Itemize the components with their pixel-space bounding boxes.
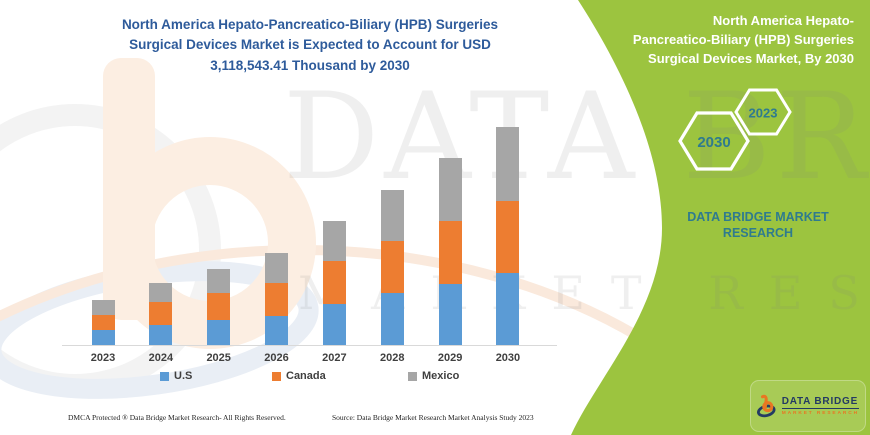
bar-segment-mexico-2025 <box>207 269 231 293</box>
chart-title: North America Hepato-Pancreatico-Biliary… <box>70 15 550 76</box>
footer-copyright: DMCA Protected ® Data Bridge Market Rese… <box>68 413 286 422</box>
logo-tagline: MARKET RESEARCH <box>781 411 859 416</box>
x-axis-label-2025: 2025 <box>206 352 231 364</box>
x-axis-label-2026: 2026 <box>264 352 289 364</box>
bar-segment-canada-2027 <box>322 260 346 304</box>
x-axis-label-2029: 2029 <box>437 352 463 364</box>
chart-title-line-1: North America Hepato-Pancreatico-Biliary… <box>121 17 499 32</box>
x-axis-label-2028: 2028 <box>380 352 405 364</box>
bar-segment-canada-2030 <box>496 201 520 273</box>
logo-name: DATA BRIDGE <box>781 396 859 409</box>
legend-swatch-icon <box>160 371 169 381</box>
bar-segment-us-2027 <box>322 303 346 345</box>
bar-segment-mexico-2026 <box>265 253 289 283</box>
bar-segment-us-2029 <box>438 283 462 345</box>
brand-heading-line-2: RESEARCH <box>722 225 794 240</box>
legend-swatch-icon <box>272 371 281 381</box>
bar-segment-us-2028 <box>380 293 404 345</box>
logo-text-block: DATA BRIDGE MARKET RESEARCH <box>781 396 859 416</box>
x-axis-label-2030: 2030 <box>495 352 521 364</box>
company-logo: DATA BRIDGE MARKET RESEARCH <box>750 380 866 432</box>
legend-label: Canada <box>286 370 326 382</box>
panel-title-line-1: North America Hepato- <box>712 13 854 28</box>
panel-title-line-2: Pancreatico-Biliary (HPB) Surgeries <box>632 31 854 47</box>
bar-segment-mexico-2024 <box>149 283 173 303</box>
x-axis-label-2023: 2023 <box>90 352 116 364</box>
legend-label: U.S <box>174 370 193 382</box>
bar-segment-mexico-2029 <box>438 158 462 221</box>
panel-title-line-3: Surgical Devices Market, By 2030 <box>648 50 854 66</box>
bar-segment-canada-2023 <box>91 314 115 330</box>
bar-segment-mexico-2028 <box>380 190 404 241</box>
bar-segment-us-2025 <box>207 319 231 345</box>
chart-title-line-3: 3,118,543.41 Thousand by 2030 <box>210 57 410 73</box>
legend-item-us: U.S <box>160 370 192 382</box>
bar-segment-us-2030 <box>496 273 520 345</box>
green-panel-path <box>571 0 870 435</box>
x-axis-line <box>62 345 557 346</box>
legend-label: Mexico <box>422 370 460 382</box>
legend-item-mexico: Mexico <box>408 370 459 382</box>
brand-heading-line-1: DATA BRIDGE MARKET <box>687 210 829 224</box>
bar-segment-canada-2024 <box>149 302 173 326</box>
logo-b-icon <box>757 394 776 418</box>
legend-swatch-icon <box>408 371 417 381</box>
bar-segment-us-2026 <box>265 316 289 345</box>
bar-segment-mexico-2030 <box>496 127 520 201</box>
bar-segment-us-2023 <box>91 329 115 345</box>
x-axis-label-2027: 2027 <box>322 352 347 364</box>
bar-segment-us-2024 <box>149 325 173 345</box>
bar-segment-canada-2026 <box>265 283 289 316</box>
bar-segment-canada-2028 <box>380 241 404 293</box>
bar-segment-mexico-2027 <box>322 221 346 261</box>
bar-segment-canada-2029 <box>438 221 462 284</box>
legend-item-canada: Canada <box>272 370 326 382</box>
panel-title: North America Hepato- Pancreatico-Biliar… <box>622 12 854 69</box>
footer-source: Source: Data Bridge Market Research Mark… <box>332 413 534 422</box>
x-axis-label-2024: 2024 <box>148 352 174 364</box>
chart-title-line-2: Surgical Devices Market is Expected to A… <box>129 37 491 53</box>
bar-segment-canada-2025 <box>207 293 231 320</box>
brand-heading: DATA BRIDGE MARKET RESEARCH <box>660 210 856 241</box>
bar-segment-mexico-2023 <box>91 299 115 315</box>
